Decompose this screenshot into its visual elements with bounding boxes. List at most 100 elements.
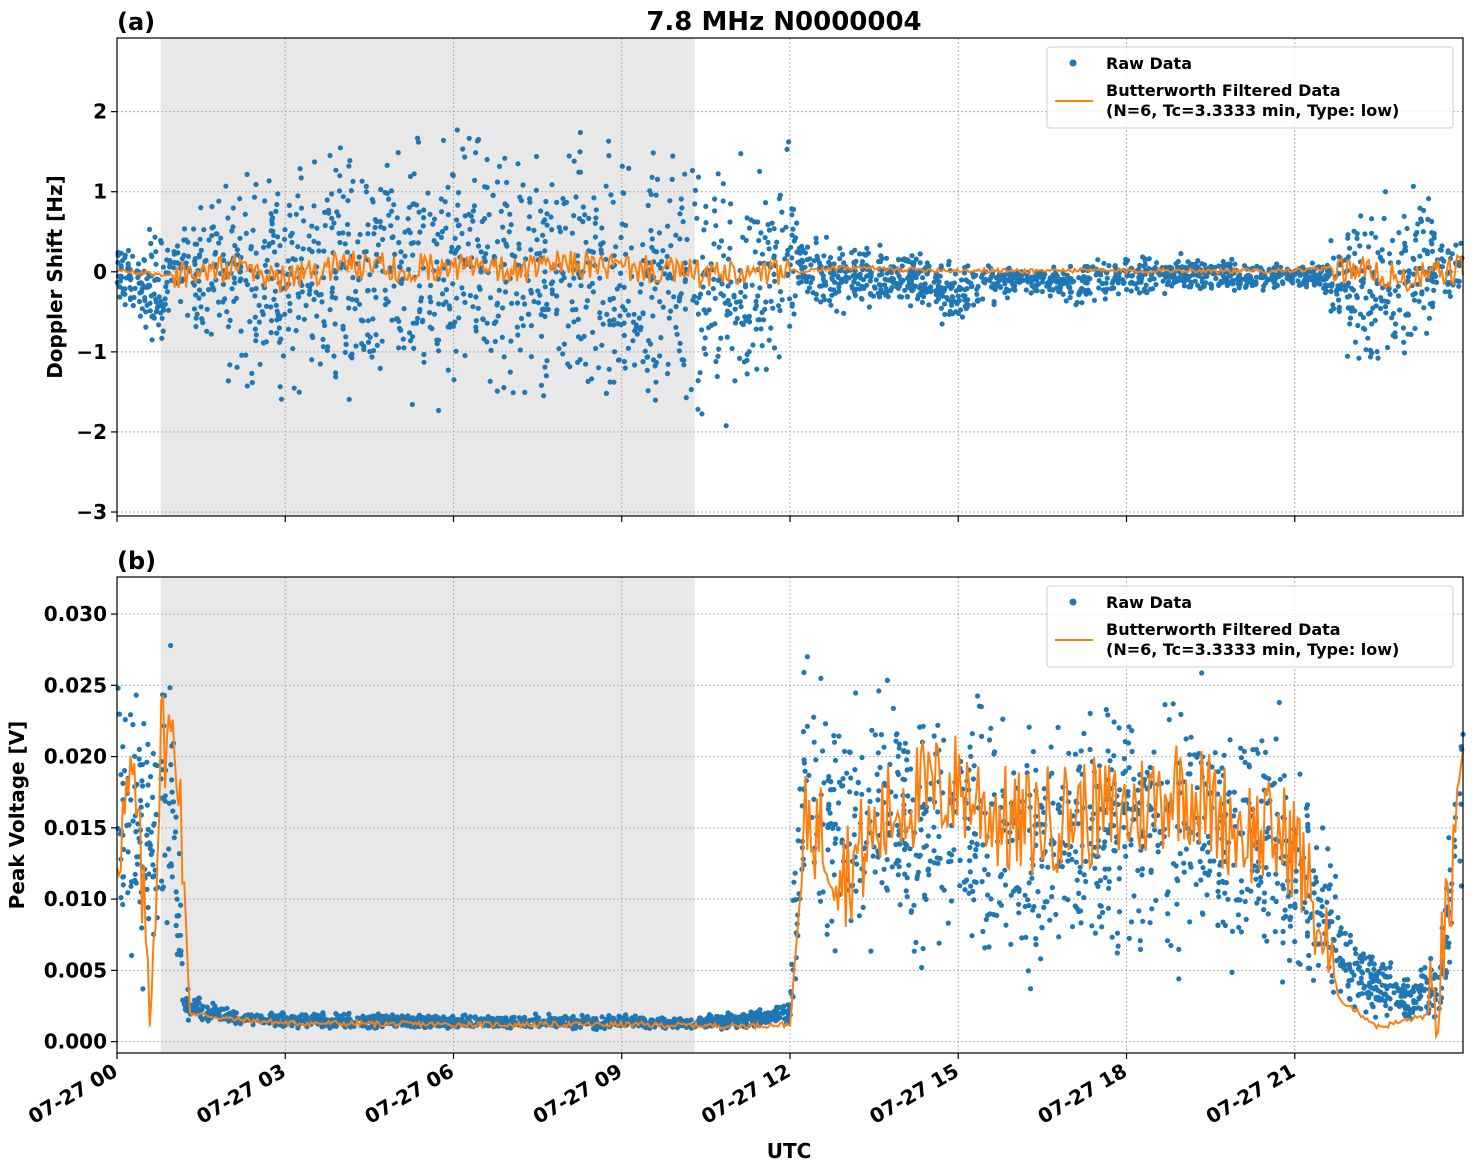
raw-data-point	[789, 303, 795, 309]
raw-data-point	[1333, 288, 1339, 294]
raw-data-point	[225, 324, 232, 330]
raw-data-point	[160, 302, 166, 309]
raw-data-point	[805, 244, 811, 250]
raw-data-point	[1411, 1005, 1417, 1011]
shaded-interval	[160, 577, 695, 1053]
raw-data-point	[455, 223, 461, 229]
raw-data-point	[967, 858, 973, 864]
raw-data-point	[1140, 918, 1146, 924]
raw-data-point	[621, 284, 627, 290]
raw-data-point	[1106, 263, 1112, 269]
raw-data-point	[902, 287, 908, 293]
raw-data-point	[526, 214, 533, 220]
raw-data-point	[1065, 278, 1071, 284]
raw-data-point	[1378, 295, 1384, 301]
raw-data-point	[716, 346, 722, 352]
raw-data-point	[322, 222, 328, 229]
raw-data-point	[1111, 719, 1117, 725]
raw-data-point	[1228, 273, 1234, 279]
raw-data-point	[181, 226, 188, 232]
raw-data-point	[806, 772, 812, 779]
raw-data-point	[648, 191, 654, 197]
raw-data-point	[1225, 263, 1231, 269]
raw-data-point	[1097, 877, 1104, 884]
raw-data-point	[134, 861, 140, 867]
raw-data-point	[1044, 899, 1050, 905]
raw-data-point	[1183, 846, 1189, 852]
raw-data-point	[451, 377, 457, 383]
raw-data-point	[567, 282, 573, 288]
raw-data-point	[870, 853, 876, 859]
raw-data-point	[933, 299, 939, 305]
raw-data-point	[620, 190, 626, 196]
raw-data-point	[365, 318, 371, 324]
raw-data-point	[429, 326, 435, 332]
raw-data-point	[1181, 869, 1187, 875]
raw-data-point	[309, 1014, 315, 1020]
raw-data-point	[732, 306, 738, 312]
raw-data-point	[1410, 255, 1416, 261]
raw-data-point	[356, 254, 362, 260]
raw-data-point	[140, 283, 146, 289]
raw-data-point	[1326, 911, 1333, 917]
raw-data-point	[1115, 943, 1121, 949]
raw-data-point	[984, 853, 990, 859]
raw-data-point	[531, 298, 537, 305]
raw-data-point	[329, 285, 336, 291]
raw-data-point	[1229, 969, 1235, 976]
raw-data-point	[224, 1005, 230, 1011]
raw-data-point	[540, 219, 546, 225]
raw-data-point	[585, 1015, 591, 1021]
raw-data-point	[808, 262, 814, 268]
raw-data-point	[644, 354, 650, 360]
raw-data-point	[763, 200, 769, 206]
raw-data-point	[757, 260, 763, 266]
raw-data-point	[611, 379, 617, 385]
raw-data-point	[1221, 752, 1227, 758]
raw-data-point	[1005, 288, 1011, 294]
raw-data-point	[1199, 670, 1205, 676]
raw-data-point	[140, 783, 146, 789]
raw-data-point	[1194, 785, 1200, 791]
raw-data-point	[1304, 930, 1311, 936]
raw-data-point	[439, 229, 445, 235]
raw-data-point	[720, 181, 726, 187]
raw-data-point	[414, 135, 421, 141]
raw-data-point	[1105, 905, 1111, 911]
raw-data-point	[542, 269, 548, 275]
raw-data-point	[528, 287, 534, 293]
raw-data-point	[1004, 295, 1011, 301]
raw-data-point	[148, 240, 154, 247]
raw-data-point	[879, 255, 885, 262]
raw-data-point	[1038, 956, 1044, 962]
raw-data-point	[958, 307, 964, 313]
raw-data-point	[742, 314, 748, 320]
raw-data-point	[569, 299, 575, 305]
raw-data-point	[1039, 270, 1045, 277]
raw-data-point	[799, 243, 805, 249]
raw-data-point	[868, 948, 874, 954]
raw-data-point	[136, 756, 142, 762]
raw-data-point	[854, 861, 860, 867]
raw-data-point	[1155, 849, 1161, 855]
raw-data-point	[377, 365, 383, 371]
raw-data-point	[146, 283, 152, 289]
raw-data-point	[851, 832, 857, 838]
raw-data-point	[1065, 897, 1071, 903]
raw-data-point	[237, 269, 244, 275]
raw-data-point	[920, 275, 926, 281]
raw-data-point	[1351, 228, 1357, 234]
raw-data-point	[231, 275, 237, 281]
raw-data-point	[1232, 824, 1238, 830]
raw-data-point	[534, 251, 540, 257]
raw-data-point	[367, 349, 373, 355]
raw-data-point	[1066, 750, 1072, 757]
raw-data-point	[1147, 764, 1153, 771]
raw-data-point	[268, 304, 274, 310]
raw-data-point	[329, 191, 335, 197]
raw-data-point	[347, 158, 353, 164]
raw-data-point	[1166, 717, 1172, 723]
raw-data-point	[712, 208, 718, 214]
raw-data-point	[158, 298, 164, 304]
raw-data-point	[1012, 283, 1018, 289]
